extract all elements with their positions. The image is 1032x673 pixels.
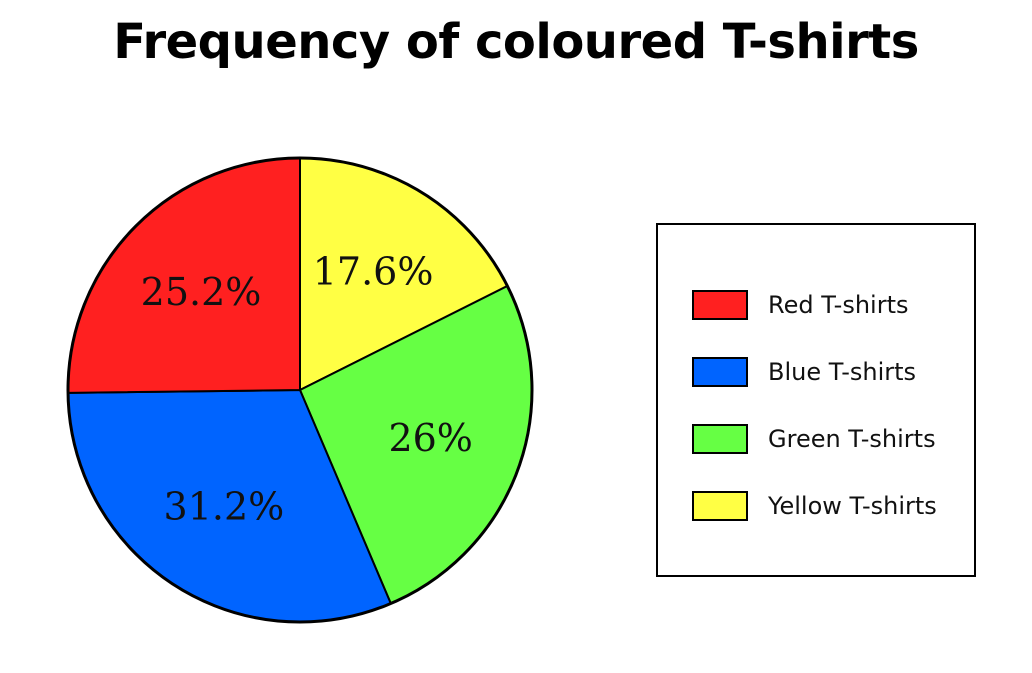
legend: Red T-shirts Blue T-shirts Green T-shirt… bbox=[656, 223, 976, 577]
legend-label-yellow: Yellow T-shirts bbox=[768, 492, 937, 520]
legend-item-green: Green T-shirts bbox=[692, 421, 936, 457]
pie-label-yellow: 17.6% bbox=[313, 250, 434, 294]
pie-label-blue: 31.2% bbox=[164, 485, 285, 529]
legend-swatch-green bbox=[692, 424, 748, 454]
legend-item-yellow: Yellow T-shirts bbox=[692, 488, 937, 524]
pie-label-red: 25.2% bbox=[141, 270, 262, 314]
legend-swatch-red bbox=[692, 290, 748, 320]
pie-label-green: 26% bbox=[388, 416, 472, 460]
legend-item-blue: Blue T-shirts bbox=[692, 354, 916, 390]
legend-swatch-blue bbox=[692, 357, 748, 387]
legend-label-green: Green T-shirts bbox=[768, 425, 936, 453]
pie-slices bbox=[66, 156, 534, 624]
legend-label-red: Red T-shirts bbox=[768, 291, 909, 319]
chart-title: Frequency of coloured T-shirts bbox=[113, 14, 919, 70]
pie-labels: 25.2% 31.2% 26% 17.6% bbox=[141, 250, 473, 529]
legend-swatch-yellow bbox=[692, 491, 748, 521]
legend-label-blue: Blue T-shirts bbox=[768, 358, 917, 386]
legend-item-red: Red T-shirts bbox=[692, 287, 909, 323]
pie-outline bbox=[66, 156, 534, 624]
